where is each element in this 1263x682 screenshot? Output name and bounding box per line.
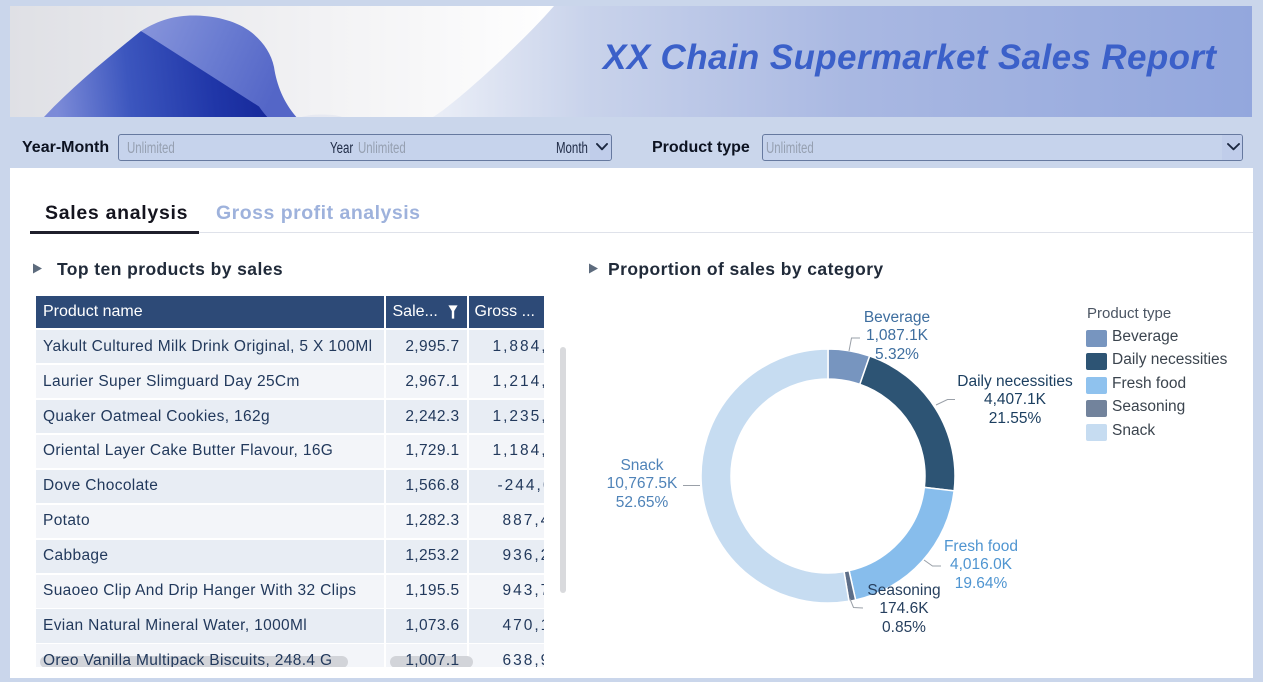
svg-text:XX Chain Supermarket Sales Rep: XX Chain Supermarket Sales Report xyxy=(601,38,1217,77)
